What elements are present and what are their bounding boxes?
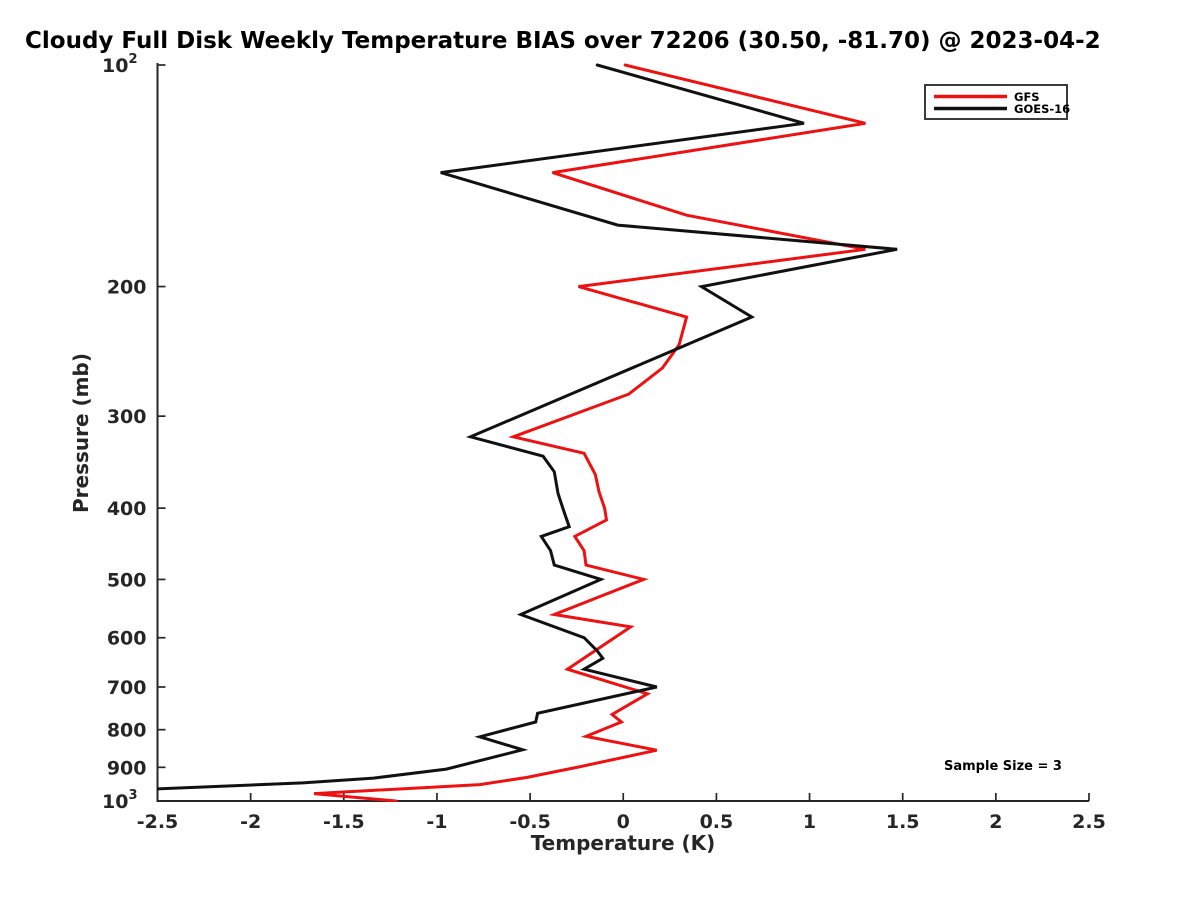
- series-line-gfs: [313, 63, 866, 802]
- y-tick-label: 300: [107, 406, 147, 428]
- y-tick-label: 400: [107, 498, 147, 520]
- x-tick-label: -2.5: [137, 811, 179, 833]
- x-axis-label: Temperature (K): [531, 831, 716, 855]
- x-tick-label: 0: [617, 811, 630, 833]
- y-tick-label: 200: [107, 277, 147, 299]
- x-tick-label: -1: [426, 811, 447, 833]
- x-tick-label: 2.5: [1072, 811, 1106, 833]
- series-line-goes-16: [157, 63, 898, 791]
- y-tick-label: 500: [107, 569, 147, 591]
- y-tick-label: 800: [107, 720, 147, 742]
- x-tick-label: -1.5: [323, 811, 365, 833]
- y-tick-label: 700: [107, 677, 147, 699]
- y-tick-label: 600: [107, 628, 147, 650]
- y-tick-label: 900: [107, 757, 147, 779]
- sample-size-annotation: Sample Size = 3: [944, 759, 1062, 774]
- y-axis-label: Pressure (mb): [69, 353, 93, 513]
- x-tick-label: -2: [240, 811, 261, 833]
- x-tick-label: -0.5: [509, 811, 551, 833]
- legend-label-gfs: GFS: [1014, 90, 1040, 104]
- chart-title: Cloudy Full Disk Weekly Temperature BIAS…: [25, 28, 1101, 54]
- legend-label-goes-16: GOES-16: [1014, 102, 1070, 116]
- x-tick-label: 0.5: [700, 811, 734, 833]
- x-tick-label: 1: [803, 811, 816, 833]
- y-tick-label: 102: [102, 52, 138, 77]
- legend-box: [924, 84, 1068, 120]
- y-tick-label: 103: [102, 788, 138, 813]
- data-series: [157, 63, 898, 802]
- x-tick-label: 2: [989, 811, 1002, 833]
- x-tick-label: 1.5: [886, 811, 920, 833]
- axes: -2.5 -2 -1.5 -1 -0.5 0 0.5 1 1.5 2 2.5 102 200 300 400…: [102, 52, 1106, 833]
